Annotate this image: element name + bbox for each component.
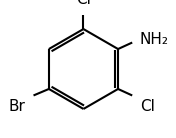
Text: Br: Br	[8, 99, 25, 114]
Text: Cl: Cl	[76, 0, 91, 7]
Text: Cl: Cl	[140, 99, 155, 114]
Text: NH₂: NH₂	[140, 32, 169, 47]
